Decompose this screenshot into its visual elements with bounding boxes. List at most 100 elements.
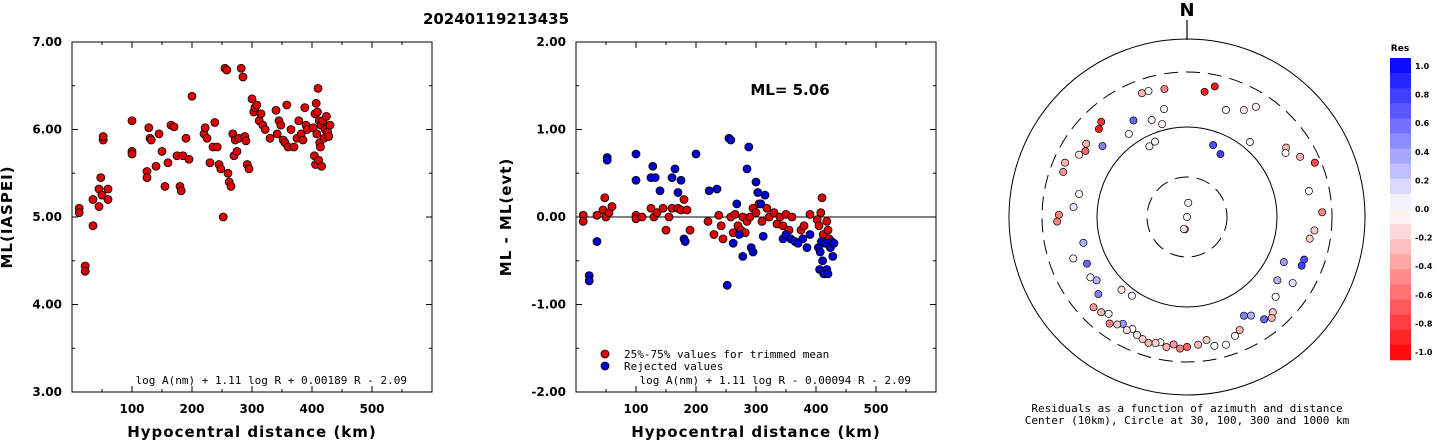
station-point (1210, 82, 1219, 91)
y-tick-label: 0.00 (536, 210, 566, 224)
magnitude-point (151, 161, 161, 171)
accepted-residual-point (814, 221, 824, 231)
accepted-residual-point (817, 193, 827, 203)
colorbar-cell (1390, 73, 1411, 89)
accepted-residual-point (664, 212, 674, 222)
distance-circle-1000km (1008, 38, 1366, 396)
accepted-residual-point (769, 208, 779, 218)
rejected-residual-point (722, 280, 732, 290)
rejected-residual-point (726, 135, 736, 145)
station-point (1113, 320, 1122, 329)
magnitude-point (127, 116, 137, 126)
magnitude-point (80, 266, 90, 276)
accepted-residual-point (816, 208, 826, 218)
magnitude-point (142, 173, 152, 183)
legend-rejected-label: Rejected values (624, 360, 723, 373)
accepted-residual-point (730, 209, 740, 219)
magnitude-point (325, 120, 335, 130)
x-tick-label: 400 (803, 402, 828, 416)
accepted-residual-point (757, 216, 767, 226)
magnitude-point (176, 186, 186, 196)
station-point (1267, 313, 1276, 322)
rejected-residual-point (732, 199, 742, 209)
colorbar-tick-label: 0.8 (1415, 91, 1430, 100)
magnitude-point (238, 72, 248, 82)
station-point (1271, 292, 1280, 301)
x-tick-label: 500 (863, 402, 888, 416)
station-point (1075, 150, 1084, 159)
colorbar-cell (1390, 133, 1411, 149)
rejected-residual-point (758, 231, 768, 241)
rejected-residual-point (734, 230, 744, 239)
station-point (1151, 137, 1159, 146)
magnitude-point (232, 146, 242, 156)
colorbar-title: Res (1391, 44, 1409, 54)
plot2-xlabel: Hypocentral distance (km) (631, 423, 881, 441)
station-point (1245, 138, 1254, 146)
station-point (1318, 208, 1327, 217)
magnitude-point (146, 135, 156, 145)
accepted-residual-point (637, 212, 647, 222)
station-point (1222, 106, 1230, 114)
magnitude-point (244, 164, 254, 174)
colorbar-cell (1390, 163, 1411, 180)
station-point (1183, 342, 1191, 351)
rejected-residual-point (655, 186, 665, 196)
station-point (1247, 311, 1255, 320)
caption-line2: Center (10km), Circle at 30, 100, 300 an… (1025, 414, 1350, 427)
magnitude-point (312, 107, 322, 117)
magnitude-point (97, 190, 107, 200)
accepted-residual-point (805, 209, 815, 219)
station-point (1104, 309, 1113, 318)
magnitude-point (271, 105, 281, 115)
colorbar-tick-label: -0.2 (1415, 234, 1433, 243)
magnitude-point (187, 91, 197, 101)
colorbar-cell (1390, 193, 1411, 210)
rejected-residual-point (670, 164, 680, 174)
y-tick-label: 5.00 (32, 210, 62, 224)
station-point (1098, 142, 1107, 151)
station-point (1288, 279, 1297, 287)
legend-accepted-label: 25%-75% values for trimmed mean (624, 348, 829, 361)
station-point (1235, 325, 1244, 334)
magnitude-point (103, 184, 113, 194)
accepted-residual-point (607, 202, 617, 211)
colorbar-cell (1390, 314, 1411, 331)
y-tick-label: 2.00 (536, 35, 566, 49)
colorbar-tick-label: 0.0 (1415, 205, 1430, 214)
accepted-residual-point (682, 205, 692, 215)
station-point (1094, 290, 1103, 299)
rejected-residual-point (802, 243, 812, 253)
station-point (1296, 152, 1305, 161)
colorbar-cell (1390, 329, 1411, 346)
station-point (1127, 291, 1136, 300)
station-point (1129, 116, 1138, 125)
magnitude-point (94, 202, 104, 211)
rejected-residual-point (680, 237, 690, 246)
station-point (1079, 238, 1088, 247)
legend-accepted-marker (600, 349, 610, 359)
rejected-residual-point (744, 142, 754, 152)
magnitude-point (315, 142, 325, 152)
station-point (1061, 158, 1069, 167)
accepted-residual-point (716, 221, 726, 231)
magnitude-point (317, 161, 327, 171)
station-point (1281, 149, 1290, 157)
colorbar-tick-label: 0.2 (1415, 176, 1429, 185)
rejected-residual-point (828, 251, 838, 261)
station-point (1310, 158, 1319, 167)
magnitude-point (184, 154, 194, 164)
station-point (1310, 226, 1319, 235)
magnitude-point (181, 133, 191, 143)
station-point (1210, 341, 1219, 350)
magnitude-point (294, 116, 304, 126)
colorbar-tick-label: -0.8 (1415, 319, 1433, 328)
accepted-residual-point (652, 208, 662, 218)
rejected-residual-point (691, 149, 701, 159)
distance-circles (1008, 38, 1366, 396)
station-point (1162, 343, 1171, 352)
magnitude-point (169, 122, 179, 132)
station-point (1145, 142, 1154, 151)
colorbar-cell (1390, 344, 1411, 361)
magnitude-point (256, 109, 266, 119)
